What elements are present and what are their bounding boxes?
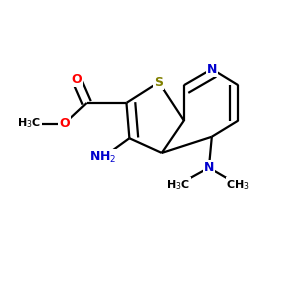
Text: O: O xyxy=(71,73,82,86)
Text: H$_3$C: H$_3$C xyxy=(17,117,41,130)
Text: NH$_2$: NH$_2$ xyxy=(89,150,116,165)
Text: CH$_3$: CH$_3$ xyxy=(226,178,250,192)
Text: N: N xyxy=(207,62,217,76)
Text: S: S xyxy=(154,76,163,89)
Text: O: O xyxy=(59,117,70,130)
Text: N: N xyxy=(204,161,214,174)
Text: H$_3$C: H$_3$C xyxy=(166,178,190,192)
